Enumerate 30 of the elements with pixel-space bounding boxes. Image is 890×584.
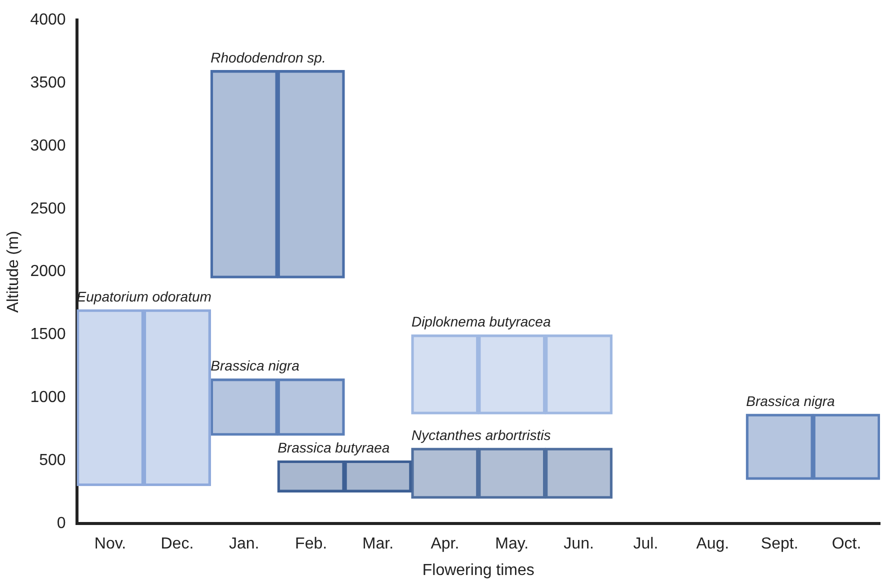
y-tick-label: 0: [56, 515, 66, 532]
series-label: Brassica butyraea: [278, 440, 390, 456]
x-tick-label: Nov.: [94, 536, 126, 553]
series-label: Brassica nigra: [746, 392, 836, 409]
x-tick-label: Apr.: [430, 536, 460, 553]
x-tick-label: Sept.: [760, 536, 798, 553]
y-tick-label: 2500: [30, 200, 66, 218]
y-tick-label: 4000: [30, 11, 66, 28]
text: Brassica nigra: [210, 358, 300, 374]
series-label: Eupatorium odoratum: [76, 288, 212, 304]
y-tick-label: 2000: [30, 263, 66, 280]
y-tick-label: 1000: [30, 389, 66, 406]
y-tick-label: 500: [39, 452, 66, 470]
y-tick-label: 3500: [30, 74, 66, 92]
x-tick-label: Oct.: [832, 536, 862, 553]
series-label: Rhododendron sp.: [210, 49, 326, 66]
x-tick-label: May.: [495, 536, 529, 553]
series-label: Nyctanthes arbortristis: [411, 426, 551, 443]
x-tick-label: Dec.: [160, 536, 194, 553]
series-label: Diploknema butyracea: [411, 314, 551, 330]
x-axis-title: Flowering times: [422, 562, 534, 579]
x-tick-label: Mar.: [362, 536, 394, 553]
y-tick-label: 3000: [30, 137, 66, 154]
y-tick-label: 1500: [30, 326, 66, 344]
x-tick-label: Aug.: [696, 536, 730, 553]
x-tick-label: Jan.: [229, 536, 260, 553]
x-tick-label: Jun.: [564, 536, 594, 553]
x-tick-label: Feb.: [295, 536, 328, 553]
y-axis-title: Altitude (m): [5, 230, 22, 313]
x-tick-label: Jul.: [633, 536, 658, 553]
